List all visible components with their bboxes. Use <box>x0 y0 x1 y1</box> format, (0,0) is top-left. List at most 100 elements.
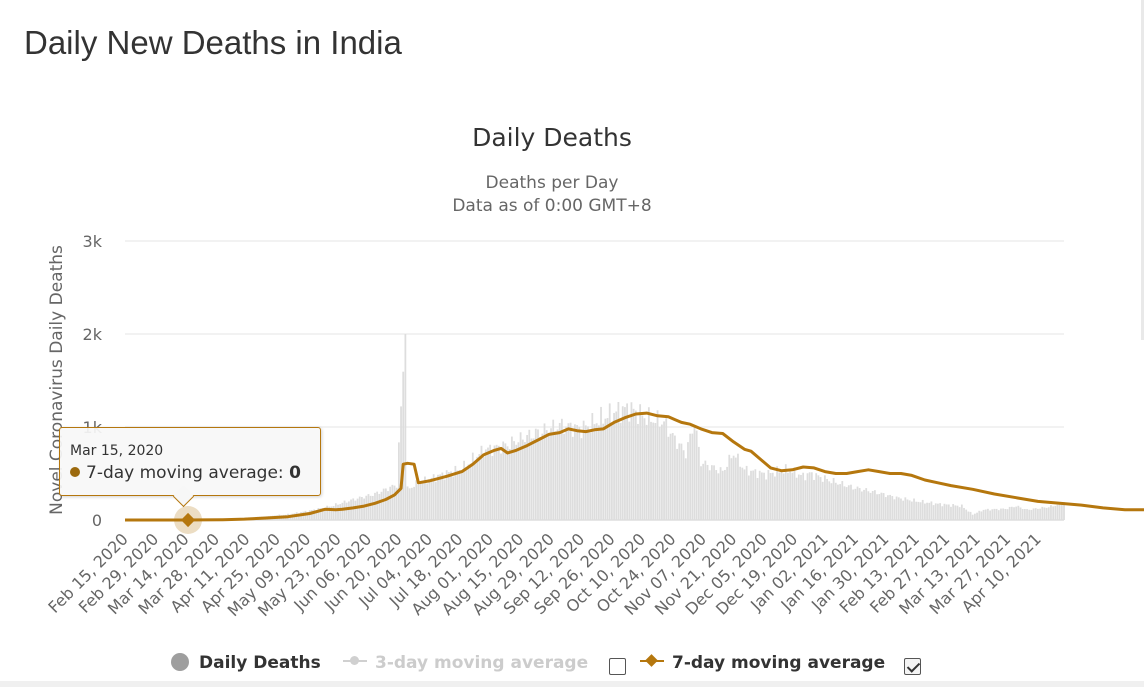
hover-point[interactable] <box>174 506 203 534</box>
daily-deaths-bar <box>950 506 952 520</box>
daily-deaths-bar <box>395 487 398 520</box>
daily-deaths-bar <box>776 466 778 520</box>
daily-deaths-bar <box>752 470 755 520</box>
tooltip: Mar 15, 2020 7-day moving average: 0 <box>59 427 321 496</box>
daily-deaths-bar <box>450 471 452 520</box>
daily-deaths-bar <box>682 450 685 520</box>
daily-deaths-bar <box>926 502 928 520</box>
daily-deaths-bar <box>837 484 839 520</box>
daily-deaths-bar <box>954 505 957 520</box>
daily-deaths-bar <box>374 492 376 520</box>
daily-deaths-bar <box>584 425 587 520</box>
daily-deaths-legend-dot-icon <box>171 653 189 671</box>
daily-deaths-bar <box>902 500 905 520</box>
daily-deaths-bar <box>632 408 635 520</box>
daily-deaths-bar <box>443 479 446 520</box>
daily-deaths-bar <box>743 469 746 520</box>
daily-deaths-bar <box>332 506 335 520</box>
daily-deaths-bar <box>415 480 418 520</box>
daily-deaths-bar <box>663 421 665 520</box>
daily-deaths-bar <box>634 410 637 520</box>
hover-diamond-marker[interactable] <box>180 512 196 528</box>
daily-deaths-bar <box>669 433 672 520</box>
seven-day-legend-marker-icon <box>640 654 664 667</box>
daily-deaths-bar <box>600 406 602 520</box>
daily-deaths-bar <box>828 481 831 520</box>
legend-item-daily-deaths[interactable]: Daily Deaths <box>171 653 321 673</box>
daily-deaths-bar <box>571 436 574 520</box>
daily-deaths-bar <box>945 504 948 520</box>
daily-deaths-bar <box>639 404 642 520</box>
daily-deaths-bar <box>1041 506 1044 520</box>
daily-deaths-bar <box>367 494 370 520</box>
daily-deaths-bar <box>576 425 578 520</box>
daily-deaths-bar <box>1063 502 1065 520</box>
daily-deaths-bar <box>1006 509 1009 520</box>
daily-deaths-bar <box>815 473 818 520</box>
daily-deaths-bar <box>860 491 863 520</box>
daily-deaths-bar <box>621 406 624 520</box>
daily-deaths-bar <box>728 454 731 520</box>
daily-deaths-bar <box>754 469 757 520</box>
legend-item-7-day-average[interactable]: 7-day moving average <box>640 653 885 673</box>
daily-deaths-bar <box>645 424 648 520</box>
legend-item-3-day-average[interactable]: 3-day moving average <box>343 653 588 673</box>
daily-deaths-bar <box>504 443 507 520</box>
daily-deaths-bar <box>891 496 894 520</box>
daily-deaths-bar <box>424 476 426 520</box>
daily-deaths-bar <box>854 488 857 520</box>
daily-deaths-bar <box>704 460 707 520</box>
daily-deaths-bar <box>1010 506 1013 520</box>
daily-deaths-bar <box>530 438 533 520</box>
daily-deaths-bar <box>889 494 891 520</box>
daily-deaths-bar <box>365 495 368 520</box>
checkbox-3-day-average[interactable] <box>609 658 626 675</box>
daily-deaths-bar <box>1056 504 1059 520</box>
daily-deaths-bar <box>647 407 650 520</box>
daily-deaths-bar <box>978 510 981 520</box>
daily-deaths-bar <box>437 474 439 520</box>
daily-deaths-bar <box>556 429 559 520</box>
daily-deaths-bar <box>841 481 844 520</box>
daily-deaths-bar <box>380 491 383 520</box>
daily-deaths-bar <box>339 504 342 520</box>
daily-deaths-bar <box>324 508 326 520</box>
daily-deaths-bar <box>1019 507 1022 520</box>
daily-deaths-bar <box>906 499 909 520</box>
daily-deaths-bar <box>458 470 461 520</box>
daily-deaths-bar <box>1008 506 1011 520</box>
daily-deaths-bar <box>821 481 824 520</box>
daily-deaths-bar <box>1002 508 1005 520</box>
daily-deaths-bar <box>652 422 655 520</box>
daily-deaths-bar <box>943 503 946 520</box>
daily-deaths-bar <box>515 444 518 520</box>
daily-deaths-bar <box>710 465 713 520</box>
daily-deaths-bar <box>689 433 692 520</box>
daily-deaths-bar <box>767 469 770 520</box>
daily-deaths-bar <box>554 431 557 520</box>
legend-label-7-day-average: 7-day moving average <box>672 653 886 673</box>
checkbox-7-day-average[interactable] <box>904 658 921 675</box>
daily-deaths-bar <box>537 429 539 520</box>
seven-day-average-line[interactable] <box>125 392 1144 522</box>
daily-deaths-bar <box>991 509 994 520</box>
daily-deaths-bar <box>834 482 837 520</box>
daily-deaths-bar <box>952 504 955 520</box>
daily-deaths-bar <box>617 401 620 520</box>
daily-deaths-bar <box>895 496 898 520</box>
daily-deaths-bar <box>832 477 835 520</box>
daily-deaths-bar <box>593 424 596 520</box>
daily-deaths-bar <box>695 430 698 520</box>
daily-deaths-bar <box>361 497 363 520</box>
daily-deaths-bar <box>965 509 968 520</box>
y-tick-label: 0 <box>92 511 102 530</box>
daily-deaths-bar <box>913 498 915 520</box>
daily-deaths-bars <box>193 334 1065 520</box>
daily-deaths-bar <box>932 505 935 520</box>
seven-day-average-series[interactable] <box>125 392 1144 522</box>
daily-deaths-bar <box>1028 509 1031 520</box>
daily-deaths-bar <box>700 466 702 520</box>
daily-deaths-bar <box>654 423 657 520</box>
daily-deaths-bar <box>1000 508 1002 520</box>
daily-deaths-bar <box>456 470 459 520</box>
